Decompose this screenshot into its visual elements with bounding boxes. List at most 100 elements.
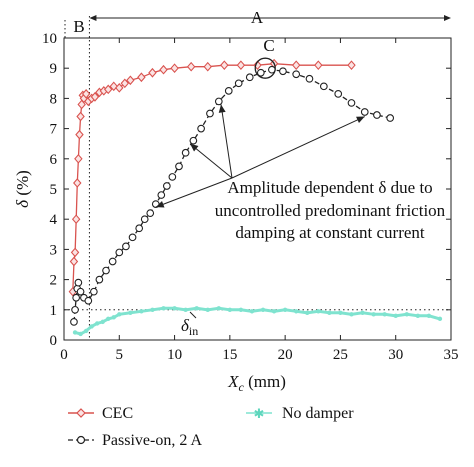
passive-data-point <box>90 287 98 296</box>
x-axis-unit: (mm) <box>248 372 286 391</box>
legend-passive-label: Passive-on, 2 A <box>102 432 202 449</box>
cec-data-point <box>220 60 229 71</box>
legend-nodamper-label: No damper <box>282 405 354 422</box>
nodamper-data-point <box>216 306 221 311</box>
nodamper-data-point <box>227 307 233 312</box>
annotation-arrow-line <box>155 177 233 208</box>
delta-in-subscript: in <box>189 324 198 338</box>
region-b-label: B <box>73 17 84 36</box>
y-tick-label: 3 <box>50 242 58 258</box>
y-tick-label: 0 <box>50 333 58 349</box>
legend-passive-marker <box>76 435 86 445</box>
passive-data-point <box>234 79 243 88</box>
passive-data-point <box>122 242 130 251</box>
nodamper-data-point <box>404 312 409 317</box>
passive-data-point <box>74 278 83 287</box>
passive-data-point <box>168 173 177 181</box>
cec-data-point <box>291 60 301 71</box>
nodamper-data-point <box>382 312 387 317</box>
nodamper-data-point <box>271 309 277 314</box>
legend: CEC Passive-on, 2 A ✱ No damper <box>68 405 354 449</box>
passive-data-point <box>140 215 149 224</box>
legend-cec-label: CEC <box>102 405 133 422</box>
cec-data-point <box>103 84 113 95</box>
passive-data-point <box>319 82 328 91</box>
x-axis-label: Xc (mm) <box>227 372 286 394</box>
passive-data-point <box>189 136 198 145</box>
x-tick-label: 15 <box>222 347 237 363</box>
nodamper-data-point <box>100 319 105 325</box>
nodamper-data-point <box>282 307 288 312</box>
nodamper-data-point <box>106 316 111 322</box>
passive-data-point <box>305 74 314 83</box>
passive-data-point <box>146 209 155 218</box>
cec-data-point <box>314 60 323 71</box>
point-c-label: C <box>263 36 274 55</box>
passive-data-point <box>360 108 369 116</box>
cec-data-point <box>159 64 168 75</box>
cec-data-point <box>236 60 246 71</box>
x-tick-label: 20 <box>278 347 293 363</box>
delta-in-pointer <box>189 311 197 319</box>
nodamper-data-point <box>111 315 116 320</box>
nodamper-data-point <box>426 313 432 319</box>
x-tick-label: 10 <box>167 347 182 363</box>
x-tick-label: 0 <box>60 347 68 363</box>
nodamper-data-point <box>194 306 199 311</box>
nodamper-data-point <box>94 321 100 326</box>
passive-data-point <box>386 114 395 122</box>
annotation-line-2: uncontrolled predominant friction <box>215 201 446 220</box>
y-tick-label: 9 <box>50 61 58 77</box>
nodamper-data-point <box>117 312 122 317</box>
passive-data-point <box>95 275 104 284</box>
cec-data-point <box>170 63 179 74</box>
cec-data-point <box>69 256 79 267</box>
cec-data-point <box>81 89 91 99</box>
passive-data-point <box>108 257 117 266</box>
nodamper-data-point <box>371 312 376 317</box>
cec-data-point <box>73 178 82 188</box>
y-axis-unit: (%) <box>13 170 32 195</box>
y-tick-label: 4 <box>50 212 58 228</box>
passive-data-point <box>197 124 205 133</box>
nodamper-data-point <box>78 331 83 337</box>
y-tick-label: 8 <box>50 91 58 107</box>
passive-data-point <box>102 266 110 275</box>
cec-data-point <box>137 72 146 83</box>
delta-in-symbol: δ <box>181 316 190 335</box>
nodamper-data-point <box>161 306 166 311</box>
y-axis-symbol: δ <box>13 199 32 208</box>
nodamper-data-point <box>205 307 210 312</box>
y-tick-label: 10 <box>42 31 57 47</box>
y-tick-label: 5 <box>50 182 58 198</box>
y-tick-label: 2 <box>50 273 58 289</box>
nodamper-data-point <box>150 307 155 312</box>
y-axis-label: δ (%) <box>13 170 32 208</box>
nodamper-data-point <box>139 309 144 314</box>
x-axis-subscript: c <box>239 380 245 394</box>
passive-data-point <box>76 287 85 296</box>
nodamper-data-point <box>249 309 255 314</box>
cec-data-point <box>186 61 196 72</box>
passive-data-point <box>135 224 144 233</box>
annotation-arrow-line <box>231 116 365 179</box>
nodamper-data-point <box>72 330 78 335</box>
nodamper-data-point <box>349 312 354 317</box>
point-c-circle <box>254 57 276 79</box>
region-a-arrow-right <box>444 15 451 21</box>
cec-data-point <box>76 111 85 122</box>
passive-data-point <box>279 67 287 76</box>
annotation-arrow-line <box>220 104 233 179</box>
passive-data-point <box>334 90 343 98</box>
annotation-line-3: damping at constant current <box>235 223 425 242</box>
passive-data-point <box>256 68 265 77</box>
passive-data-point <box>245 73 254 82</box>
nodamper-data-point <box>338 310 343 316</box>
passive-data-point <box>70 318 78 326</box>
nodamper-data-point <box>260 307 266 312</box>
nodamper-data-point <box>393 313 398 319</box>
annotation-arrow-head <box>190 143 199 152</box>
nodamper-data-point <box>128 310 133 316</box>
nodamper-data-point <box>183 307 188 312</box>
cec-data-point <box>347 60 356 71</box>
